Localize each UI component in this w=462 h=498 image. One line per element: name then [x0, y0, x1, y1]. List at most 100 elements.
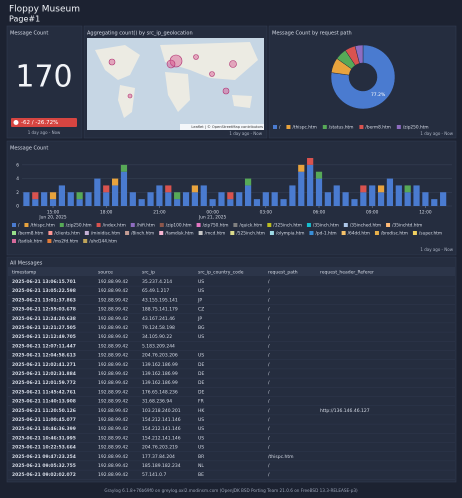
- legend-swatch: [12, 223, 16, 227]
- table-cell: NL: [198, 463, 204, 469]
- table-cell: 192.88.99.42: [98, 417, 128, 423]
- legend-label: /mcd.htm: [205, 231, 226, 237]
- table-cell: /: [268, 288, 270, 294]
- table-cell: 188.75.141.179: [142, 307, 178, 313]
- table-cell: /: [268, 279, 270, 285]
- bar-segment: [342, 192, 349, 206]
- x-tick-label: 18:00: [100, 210, 113, 216]
- map[interactable]: [87, 38, 264, 130]
- map-land: [165, 72, 190, 112]
- table-cell: JP: [197, 316, 202, 322]
- bar-segment: [165, 192, 172, 206]
- column-header: request_header_Referer: [320, 269, 374, 275]
- table-cell: 2025-06-21 10:22:53.664: [12, 445, 76, 451]
- map-marker[interactable]: [169, 54, 183, 68]
- table-cell: JP: [197, 297, 202, 303]
- legend-swatch: [230, 231, 235, 235]
- delta-label: -62 / -26.72%: [21, 120, 58, 126]
- table-cell: 192.88.99.42: [98, 334, 128, 340]
- legend-swatch: [309, 231, 314, 235]
- table-cell: /: [268, 472, 270, 478]
- bar-segment: [280, 199, 287, 206]
- table-cell: 2025-06-21 09:02:02.072: [12, 472, 76, 478]
- table-cell: /: [268, 389, 270, 395]
- table-cell: US: [198, 426, 204, 432]
- legend-label: /35inch.htm: [313, 223, 339, 229]
- map-marker[interactable]: [166, 59, 176, 69]
- legend-swatch: [125, 231, 130, 235]
- legend-swatch: [286, 125, 291, 129]
- panel: [6, 256, 457, 483]
- table-cell: 2025-06-21 12:07:11.447: [12, 343, 76, 349]
- bar-segment: [182, 192, 190, 206]
- panel-title: Message Count: [10, 146, 48, 152]
- map-marker[interactable]: [222, 87, 230, 95]
- panel-title: All Messages: [10, 261, 43, 267]
- table-cell: /: [268, 399, 270, 405]
- bar-segment: [333, 185, 340, 206]
- bar-segment: [32, 192, 39, 200]
- x-tick-date: Jun 20, 2025: [38, 215, 66, 221]
- bar-segment: [191, 185, 198, 193]
- bar-segment: [360, 192, 367, 206]
- column-header: src_ip: [142, 269, 155, 275]
- map-marker[interactable]: [229, 60, 237, 68]
- table-cell: /: [268, 334, 270, 340]
- legend-label: /zip250.htm: [403, 125, 429, 131]
- table-cell: US: [198, 288, 204, 294]
- table-cell: 192.88.99.42: [98, 380, 128, 386]
- bar-segment: [289, 185, 296, 206]
- map-land: [232, 95, 252, 108]
- bar-segment: [76, 192, 83, 200]
- map-marker[interactable]: [209, 71, 215, 77]
- table-cell: 31.68.236.94: [142, 399, 172, 405]
- table-cell: 139.162.186.99: [142, 380, 178, 386]
- x-tick-label: 21:00: [153, 210, 166, 216]
- legend-swatch: [196, 223, 201, 227]
- table-cell: US: [198, 445, 204, 451]
- legend-label: /index.htm: [103, 223, 126, 229]
- legend-label: /hifi.htm: [137, 223, 155, 229]
- legend-swatch: [12, 231, 16, 235]
- table-cell: /: [268, 417, 270, 423]
- bar-segment: [200, 185, 207, 206]
- legend-label: /brodisc.htm: [381, 231, 408, 237]
- legend-label: /zip250.htm: [66, 223, 92, 229]
- table-cell: 192.88.99.42: [98, 362, 128, 368]
- bar-segment: [244, 178, 252, 186]
- map-marker[interactable]: [127, 93, 133, 99]
- table-cell: 2025-06-21 11:20:50.126: [12, 408, 76, 414]
- pie-label: 77.2%: [371, 92, 386, 98]
- table-cell: US: [198, 353, 204, 359]
- map-marker[interactable]: [193, 54, 199, 60]
- table-cell: 34.105.90.22: [142, 334, 172, 340]
- table-cell: 2025-06-21 11:45:42.761: [12, 389, 76, 395]
- map-marker[interactable]: [108, 58, 116, 66]
- table-cell: /thispc.htm: [268, 454, 294, 460]
- bar-segment: [41, 192, 48, 206]
- table-cell: 2025-06-21 12:21:27.505: [12, 325, 76, 331]
- bar-segment: [129, 192, 136, 206]
- table-cell: /: [268, 408, 270, 414]
- x-tick-label: 09:00: [366, 210, 379, 216]
- table-cell: 2025-06-21 12:04:58.613: [12, 353, 76, 359]
- table-cell: /: [268, 435, 270, 441]
- bar-segment: [23, 192, 30, 206]
- table-cell: 154.212.141.146: [142, 435, 181, 441]
- bar-segment: [227, 192, 234, 200]
- page-title: Floppy Museum: [9, 5, 80, 15]
- legend-label: /berm8.htm: [365, 125, 390, 131]
- map-land: [95, 45, 140, 80]
- table-cell: /: [268, 371, 270, 377]
- table-cell: 192.88.99.42: [98, 472, 128, 478]
- legend-swatch: [322, 125, 327, 129]
- table-cell: DE: [198, 380, 204, 386]
- table-cell: US: [198, 417, 204, 423]
- legend-swatch: [47, 239, 52, 243]
- legend-swatch: [84, 231, 89, 235]
- column-header: timestamp: [12, 269, 36, 275]
- bar-segment: [111, 185, 119, 206]
- legend-label: /berm8.htm: [18, 231, 43, 237]
- table-cell: 2025-06-21 11:00:45.077: [12, 417, 76, 423]
